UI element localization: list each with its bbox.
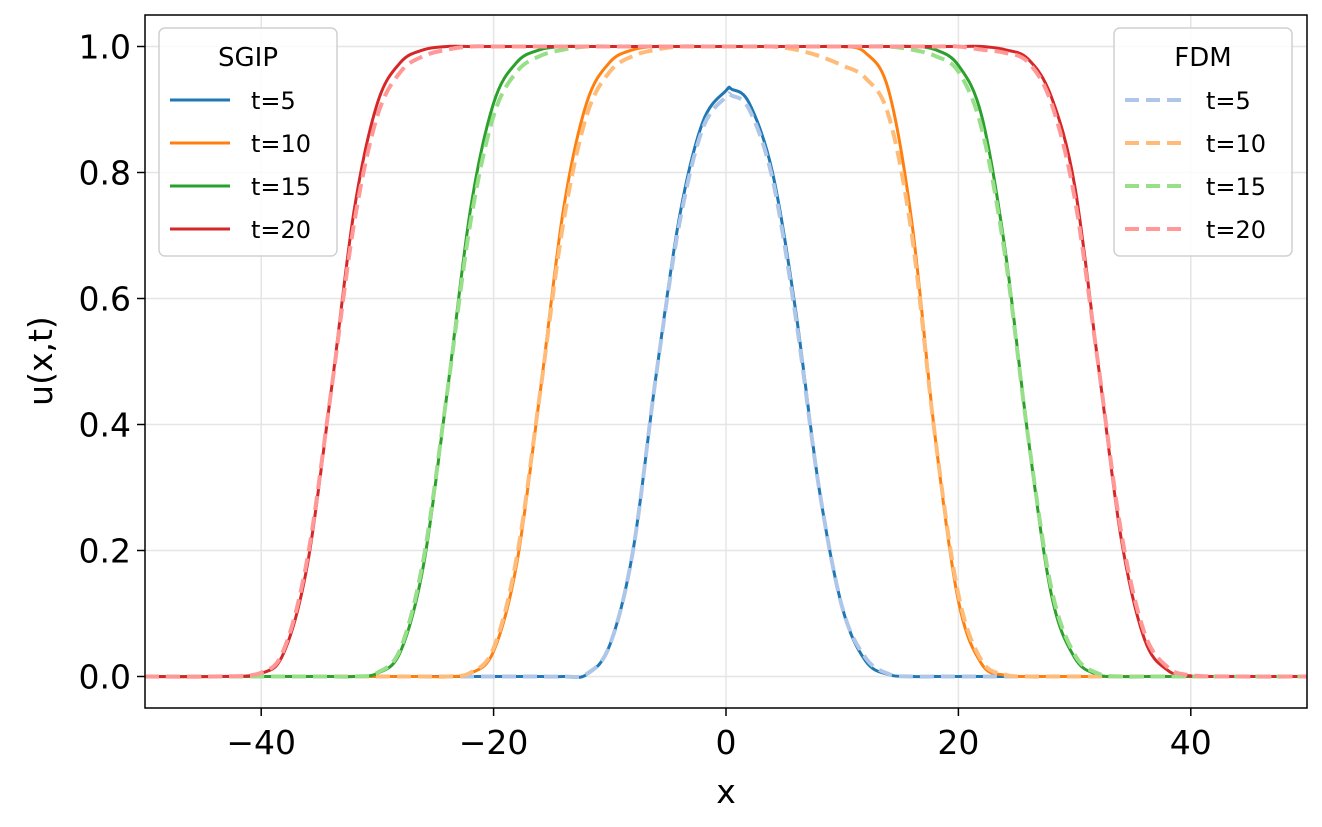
y-tick-label: 0.8 bbox=[79, 154, 131, 193]
legend-label: t=15 bbox=[251, 173, 311, 201]
y-tick-label: 0.4 bbox=[79, 406, 131, 445]
y-tick-label: 0.0 bbox=[79, 658, 131, 697]
legend-label: t=20 bbox=[1206, 216, 1266, 244]
x-tick-label: 20 bbox=[937, 723, 979, 762]
legend-title: FDM bbox=[1174, 43, 1231, 73]
x-tick-label: 40 bbox=[1170, 723, 1212, 762]
y-axis-label: u(x,t) bbox=[21, 316, 60, 406]
legend-label: t=20 bbox=[251, 216, 311, 244]
legend-label: t=5 bbox=[251, 87, 296, 115]
x-tick-label: −20 bbox=[459, 723, 529, 762]
series-line-fdm-t20 bbox=[145, 44, 1307, 679]
legend-title: SGIP bbox=[218, 43, 278, 73]
y-ticks: 0.0 0.2 0.4 0.6 0.8 1.0 bbox=[79, 28, 145, 697]
legend-fdm: FDM t=5 t=10 t=15 t=20 bbox=[1113, 27, 1293, 257]
y-tick-label: 1.0 bbox=[79, 28, 131, 67]
legend-label: t=5 bbox=[1206, 87, 1251, 115]
legend-box bbox=[158, 27, 338, 257]
x-axis-label: x bbox=[716, 772, 736, 811]
legend-label: t=10 bbox=[251, 130, 311, 158]
series-layer bbox=[145, 44, 1307, 680]
y-tick-label: 0.2 bbox=[79, 532, 131, 571]
x-ticks: −40 −20 0 20 40 bbox=[226, 708, 1212, 762]
legend-box bbox=[1113, 27, 1293, 257]
y-tick-label: 0.6 bbox=[79, 280, 131, 319]
legend-label: t=15 bbox=[1206, 173, 1266, 201]
legend-label: t=10 bbox=[1206, 130, 1266, 158]
x-tick-label: −40 bbox=[226, 723, 296, 762]
legend-sgip: SGIP t=5 t=10 t=15 t=20 bbox=[158, 27, 338, 257]
x-tick-label: 0 bbox=[716, 723, 737, 762]
